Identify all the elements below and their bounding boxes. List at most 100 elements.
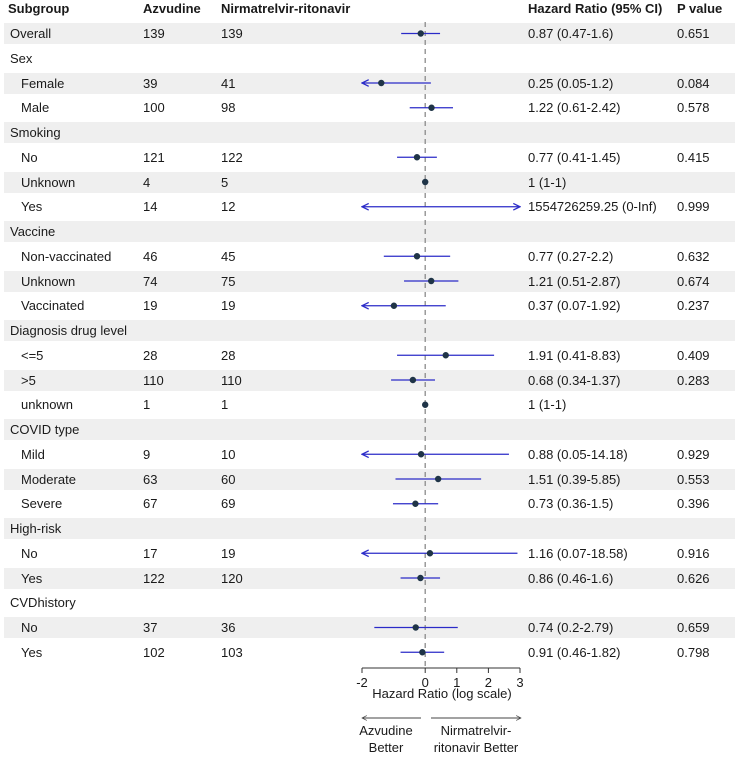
row-band — [4, 171, 735, 193]
nirmatrelvir-count: 12 — [221, 199, 236, 215]
point-estimate — [422, 401, 429, 408]
nirmatrelvir-count: 10 — [221, 446, 236, 462]
azvudine-count: 17 — [143, 545, 158, 561]
row-band — [4, 468, 735, 490]
point-estimate — [428, 277, 435, 285]
row-band — [4, 419, 735, 440]
p-value: 0.929 — [677, 446, 710, 462]
row-label: Mild — [21, 446, 45, 462]
p-value: 0.084 — [677, 75, 710, 91]
row-label: Male — [21, 100, 50, 116]
hazard-ratio-text: 1 (1-1) — [528, 174, 567, 190]
point-estimate — [428, 104, 435, 111]
p-value: 0.674 — [677, 273, 710, 289]
nirmatrelvir-count: 60 — [221, 471, 236, 487]
nirmatrelvir-count: 122 — [221, 149, 243, 165]
header-azvudine: Azvudine — [143, 1, 201, 16]
nirmatrelvir-count: 110 — [221, 372, 242, 388]
hazard-ratio-text: 1.51 (0.39-5.85) — [528, 471, 621, 487]
group-header: CVDhistory — [10, 595, 76, 611]
nirmatrelvir-count: 5 — [221, 174, 229, 190]
row-label: Overall — [10, 26, 52, 41]
hazard-ratio-text: 0.74 (0.2-2.79) — [528, 620, 614, 635]
point-estimate — [409, 376, 417, 384]
hazard-ratio-text: 1 (1-1) — [528, 397, 567, 413]
hazard-ratio-text: 1.91 (0.41-8.83) — [528, 347, 621, 363]
point-estimate — [412, 500, 419, 507]
row-label: Non-vaccinated — [21, 248, 112, 264]
row-label: No — [21, 545, 38, 561]
x-tick-label: 2 — [485, 675, 492, 690]
point-estimate — [412, 624, 419, 631]
p-value: 0.659 — [677, 620, 710, 635]
azvudine-count: 1 — [143, 397, 151, 413]
group-header: Vaccine — [10, 224, 56, 239]
nirmatrelvir-count: 69 — [221, 496, 236, 512]
point-estimate — [417, 451, 425, 458]
row-label: Unknown — [21, 174, 76, 190]
nirmatrelvir-count: 19 — [221, 545, 236, 561]
point-estimate — [390, 302, 398, 309]
row-label: Moderate — [21, 471, 76, 487]
hazard-ratio-text: 0.68 (0.34-1.37) — [528, 372, 621, 388]
azvudine-count: 100 — [143, 100, 165, 116]
nirmatrelvir-count: 120 — [221, 570, 243, 586]
header-p-value: P value — [677, 1, 723, 16]
hazard-ratio-text: 1554726259.25 (0-Inf) — [528, 199, 657, 215]
p-value: 0.632 — [677, 248, 710, 264]
nirmatrelvir-count: 28 — [221, 347, 236, 363]
azvudine-better-label: Azvudine Better — [359, 723, 413, 755]
azvudine-count: 14 — [143, 199, 158, 215]
row-label: unknown — [21, 397, 74, 413]
row-label: Yes — [21, 570, 43, 586]
hazard-ratio-text: 0.73 (0.36-1.5) — [528, 496, 614, 512]
row-label: Yes — [21, 644, 43, 660]
row-band — [4, 518, 735, 539]
row-label: Yes — [21, 199, 43, 215]
hazard-ratio-text: 0.91 (0.46-1.82) — [528, 644, 621, 660]
x-tick-label: 0 — [422, 675, 429, 690]
p-value: 0.916 — [677, 545, 710, 561]
azvudine-count: 67 — [143, 496, 158, 512]
p-value: 0.415 — [677, 149, 710, 165]
row-label: Unknown — [21, 273, 76, 289]
row-label: <=5 — [21, 347, 44, 363]
p-value: 0.651 — [677, 26, 710, 41]
point-estimate — [426, 550, 434, 557]
azvudine-count: 110 — [143, 372, 164, 388]
nirmatrelvir-count: 45 — [221, 248, 236, 264]
row-band — [4, 221, 735, 242]
row-label: Severe — [21, 496, 63, 512]
header-nirmatrelvir: Nirmatrelvir-ritonavir — [221, 1, 351, 16]
hazard-ratio-text: 0.25 (0.05-1.2) — [528, 75, 614, 91]
p-value: 0.578 — [677, 100, 710, 116]
point-estimate — [413, 154, 421, 161]
p-value: 0.626 — [677, 570, 710, 586]
azvudine-count: 39 — [143, 75, 158, 91]
azvudine-count: 46 — [143, 248, 158, 264]
point-estimate — [413, 253, 421, 260]
azvudine-count: 28 — [143, 347, 158, 363]
azvudine-count: 37 — [143, 620, 158, 635]
header-hazard-ratio: Hazard Ratio (95% CI) — [528, 1, 663, 16]
hazard-ratio-text: 1.16 (0.07-18.58) — [528, 545, 628, 561]
row-band — [4, 617, 735, 638]
azvudine-count: 139 — [143, 26, 165, 41]
p-value: 0.999 — [677, 199, 710, 215]
row-label: Vaccinated — [21, 298, 85, 314]
nirmatrelvir-count: 103 — [221, 644, 243, 660]
point-estimate — [378, 79, 385, 87]
azvudine-count: 19 — [143, 298, 158, 314]
azvudine-count: 121 — [143, 149, 165, 165]
point-estimate — [417, 574, 424, 582]
group-header: Sex — [10, 50, 33, 66]
x-tick-label: -2 — [356, 675, 368, 690]
azvudine-count: 4 — [143, 174, 151, 190]
p-value: 0.283 — [677, 372, 710, 388]
row-band — [4, 270, 735, 292]
hazard-ratio-text: 1.22 (0.61-2.42) — [528, 100, 621, 116]
p-value: 0.409 — [677, 347, 710, 363]
row-label: No — [21, 149, 38, 165]
